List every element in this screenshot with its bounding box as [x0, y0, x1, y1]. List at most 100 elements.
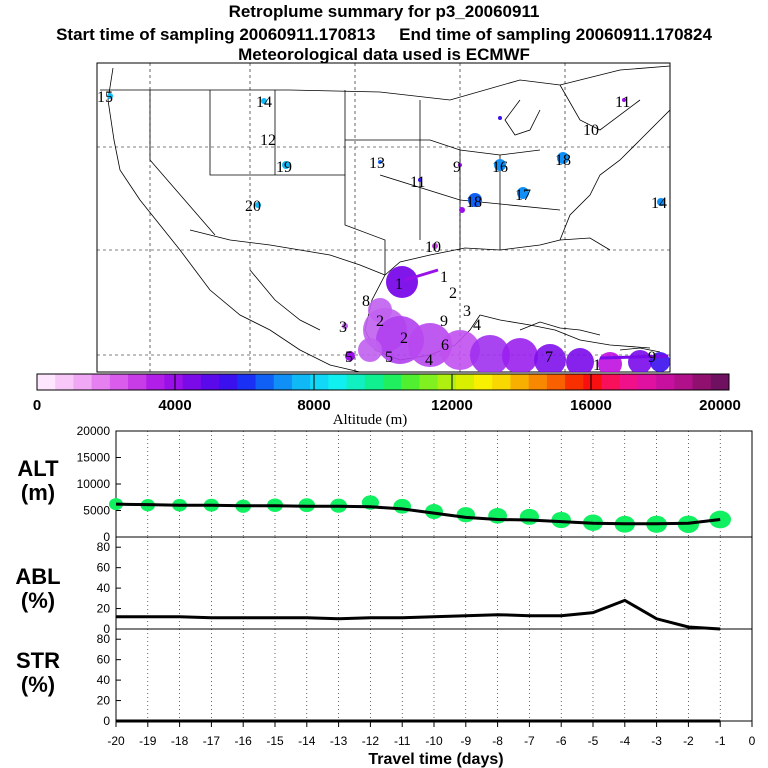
cluster-label: 9 [453, 159, 461, 176]
travel-time-axis: -20 -19 -18 -17 -16 -15 -14 -13 -12 -11 -10 -9 -8 -7-… [107, 721, 756, 748]
colorbar-cell [492, 374, 511, 390]
altitude-cluster-point [393, 498, 412, 514]
colorbar-cell [637, 374, 657, 390]
str-panel-label: STR [16, 648, 60, 673]
y-tick-label: 0 [103, 530, 110, 544]
retroplume-map: 15 14 12 11 10 19 13 9 16 18 11 20 18 17… [96, 62, 671, 374]
cluster-dot [255, 202, 261, 208]
altitude-cluster-point [519, 508, 540, 525]
cluster-label: 20 [245, 198, 261, 215]
cluster-dot [418, 178, 422, 182]
colorbar-title: Altitude (m) [333, 412, 408, 428]
colorbar-cell [401, 374, 420, 390]
panel-frame [115, 628, 753, 722]
colorbar-cell [565, 374, 584, 390]
colorbar-tick-label: 16000 [570, 397, 612, 414]
x-tick-label: 0 [749, 734, 756, 748]
x-tick-label: -1 [715, 734, 726, 748]
cluster-dot [458, 163, 462, 167]
x-tick-label: -12 [362, 734, 380, 748]
colorbar-cell [219, 374, 238, 390]
colorbar-cell [692, 374, 712, 390]
x-tick-label: -15 [266, 734, 284, 748]
colorbar-cell [146, 374, 165, 390]
cluster-dot [494, 159, 506, 171]
colorbar-cell [474, 374, 493, 390]
alt-panel-unit: (m) [21, 480, 55, 505]
colorbar-cell [419, 374, 439, 390]
str-panel-unit: (%) [21, 672, 55, 697]
plume-puff [440, 330, 480, 370]
colorbar-cell [455, 374, 475, 390]
colorbar-cell [437, 374, 457, 390]
altitude-cluster-point [425, 504, 443, 520]
colorbar-cell [583, 374, 603, 390]
str-panel: 0 20 40 60 80 [97, 628, 753, 728]
abl-panel: 0 20 40 60 80 [97, 536, 753, 636]
alt-panel: 0 5000 10000 15000 20000 [77, 424, 753, 544]
y-tick-label: 40 [97, 673, 111, 687]
cluster-label: 1 [593, 357, 601, 374]
colorbar-cell [273, 374, 293, 390]
panel-frame [115, 536, 753, 630]
abl-panel-unit: (%) [21, 588, 55, 613]
plume-puff [386, 266, 418, 298]
x-tick-label: -18 [171, 734, 189, 748]
cluster-label: 5 [345, 349, 353, 366]
cluster-label: 13 [369, 155, 385, 172]
cluster-label: 9 [440, 313, 448, 330]
colorbar-cell [255, 374, 275, 390]
y-tick-label: 40 [97, 581, 111, 595]
colorbar-cell [546, 374, 566, 390]
y-tick-label: 5000 [83, 504, 110, 518]
colorbar-cell [346, 374, 366, 390]
plume-puff [368, 298, 392, 322]
colorbar-cell [73, 374, 93, 390]
x-tick-label: -4 [619, 734, 630, 748]
cluster-label: 18 [466, 194, 482, 211]
cluster-label: 2 [400, 330, 408, 347]
cluster-label: 18 [555, 152, 571, 169]
colorbar-cell [200, 374, 220, 390]
cluster-label: 1 [395, 276, 403, 293]
colorbar-cell [656, 374, 675, 390]
y-tick-label: 20 [97, 602, 111, 616]
cluster-dot [517, 187, 529, 199]
y-tick-label: 0 [103, 622, 110, 636]
y-tick-label: 60 [97, 653, 111, 667]
y-tick-label: 60 [97, 561, 111, 575]
y-tick-label: 20000 [77, 424, 111, 438]
colorbar-cell [674, 374, 694, 390]
colorbar-cell [619, 374, 639, 390]
colorbar-cell [128, 374, 147, 390]
plume-track [404, 268, 439, 282]
colorbar-cell [109, 374, 129, 390]
colorbar-cell [510, 374, 530, 390]
cluster-dot [261, 98, 267, 104]
colorbar-cell [383, 374, 402, 390]
plume-puff [566, 348, 594, 372]
cluster-dot [498, 116, 502, 120]
abl-series-line [116, 598, 721, 631]
cluster-label: 2 [449, 285, 457, 302]
colorbar-cell [364, 374, 384, 390]
cluster-dot [459, 207, 465, 213]
alt-panel-label: ALT [17, 456, 59, 481]
cluster-label: 5 [385, 349, 393, 366]
plume-puff [358, 338, 382, 362]
end-time-label: End time of sampling 20060911.170824 [399, 25, 712, 44]
y-tick-label: 10000 [77, 477, 111, 491]
colorbar-frame [36, 373, 730, 391]
cluster-dots [107, 93, 665, 361]
cluster-label: 6 [441, 337, 449, 354]
plume-puff [502, 338, 538, 372]
colorbar-cell [291, 374, 311, 390]
cluster-dot [622, 98, 626, 102]
colorbar-cell [328, 374, 348, 390]
cluster-label: 12 [260, 132, 276, 149]
colorbar-cell [164, 374, 184, 390]
colorbar-tick-label: 12000 [431, 397, 473, 414]
cluster-label: 16 [492, 159, 508, 176]
cluster-label: 17 [515, 187, 531, 204]
cluster-label: 19 [276, 159, 292, 176]
